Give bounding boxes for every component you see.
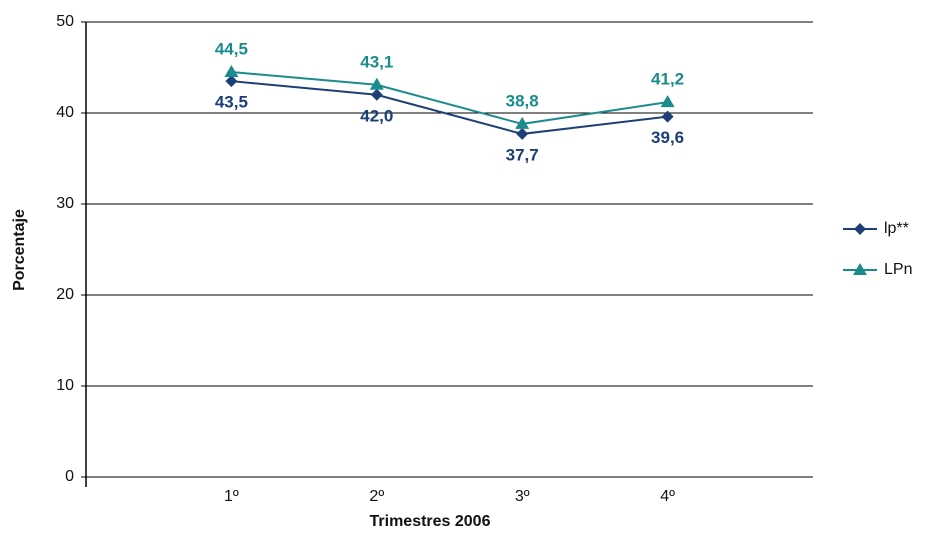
x-tick-label: 3º bbox=[515, 488, 530, 505]
y-tick-label: 40 bbox=[56, 104, 74, 121]
legend-marker bbox=[854, 223, 866, 235]
value-label: 37,7 bbox=[506, 145, 539, 164]
value-label: 42,0 bbox=[360, 106, 393, 125]
y-tick-label: 0 bbox=[65, 468, 74, 485]
y-tick-label: 30 bbox=[56, 195, 74, 212]
y-tick-label: 10 bbox=[56, 377, 74, 394]
series-line bbox=[231, 80, 668, 135]
marker bbox=[225, 75, 238, 88]
y-tick-label: 20 bbox=[56, 286, 74, 303]
marker bbox=[660, 95, 675, 108]
value-label: 43,1 bbox=[360, 52, 393, 71]
value-label: 38,8 bbox=[506, 91, 539, 110]
x-tick-label: 1º bbox=[224, 488, 239, 505]
marker bbox=[369, 77, 384, 90]
marker bbox=[515, 116, 530, 129]
x-tick-label: 2º bbox=[369, 488, 384, 505]
marker bbox=[661, 110, 674, 123]
legend-label: LPn bbox=[884, 261, 912, 278]
legend-label: lp** bbox=[884, 220, 909, 237]
x-tick-label: 4º bbox=[660, 488, 675, 505]
marker bbox=[224, 65, 239, 78]
marker bbox=[370, 88, 383, 101]
value-label: 43,5 bbox=[215, 93, 248, 112]
value-label: 44,5 bbox=[215, 40, 248, 59]
legend-marker bbox=[853, 263, 867, 275]
value-label: 39,6 bbox=[651, 128, 684, 147]
marker bbox=[516, 127, 529, 140]
value-label: 41,2 bbox=[651, 70, 684, 89]
x-axis-title: Trimestres 2006 bbox=[370, 513, 491, 530]
y-axis-title: Porcentaje bbox=[11, 209, 28, 291]
series-line bbox=[231, 71, 668, 125]
y-tick-label: 50 bbox=[56, 13, 74, 30]
